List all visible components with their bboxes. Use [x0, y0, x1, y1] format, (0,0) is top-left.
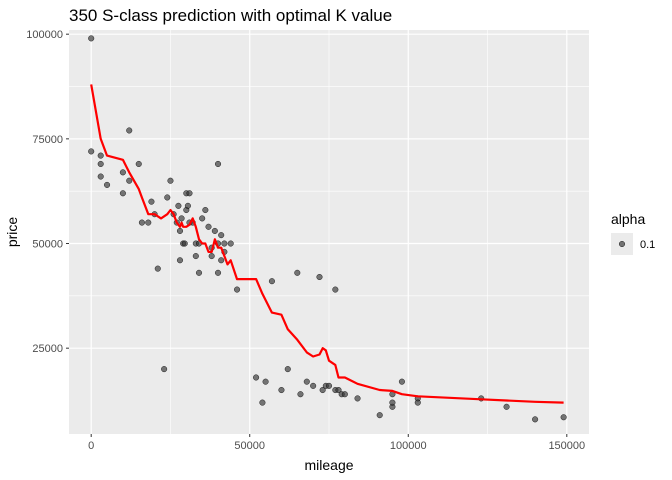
y-axis-ticks: 25000 50000 75000 100000: [26, 29, 69, 355]
legend-key-point: [619, 240, 626, 247]
data-point: [319, 387, 326, 394]
data-point: [164, 194, 171, 201]
data-point: [532, 416, 539, 423]
data-point: [161, 366, 168, 373]
data-point: [294, 269, 301, 276]
data-point: [167, 177, 174, 184]
data-point: [218, 232, 225, 239]
data-point: [503, 403, 510, 410]
data-point: [398, 378, 405, 385]
data-point: [195, 269, 202, 276]
data-point: [262, 378, 269, 385]
data-point: [211, 227, 218, 234]
legend-title: alpha: [611, 211, 645, 227]
data-point: [126, 177, 133, 184]
data-point: [205, 223, 212, 230]
y-tick-label: 50000: [32, 239, 63, 251]
data-point: [145, 219, 152, 226]
data-point: [138, 219, 145, 226]
data-point: [303, 378, 310, 385]
data-point: [259, 399, 266, 406]
x-tick-label: 50000: [234, 440, 265, 452]
data-point: [284, 366, 291, 373]
x-tick-label: 150000: [548, 440, 585, 452]
data-point: [218, 257, 225, 264]
data-point: [414, 399, 421, 406]
grid: [69, 30, 589, 434]
data-point: [192, 253, 199, 260]
data-point: [97, 152, 104, 159]
data-point: [221, 240, 228, 247]
data-point: [234, 286, 241, 293]
data-point: [97, 160, 104, 167]
data-point: [154, 265, 161, 272]
data-point: [148, 198, 155, 205]
data-point: [178, 215, 185, 222]
prediction-line: [90, 84, 564, 404]
data-point: [335, 387, 342, 394]
data-point: [126, 127, 133, 134]
data-point: [341, 391, 348, 398]
y-tick-label: 25000: [32, 343, 63, 355]
data-point: [176, 227, 183, 234]
x-axis-ticks: 0 50000 100000 150000: [88, 434, 585, 452]
data-point: [215, 269, 222, 276]
data-point: [310, 382, 317, 389]
x-axis-label: mileage: [304, 457, 353, 473]
data-point: [268, 278, 275, 285]
chart-title: 350 S-class prediction with optimal K va…: [69, 6, 392, 25]
data-point: [227, 240, 234, 247]
data-point: [176, 257, 183, 264]
data-point: [202, 207, 209, 214]
data-point: [104, 181, 111, 188]
data-point: [199, 215, 206, 222]
legend: alpha 0.1: [611, 211, 655, 255]
data-point: [88, 148, 95, 155]
data-point: [184, 202, 191, 209]
data-point: [316, 274, 323, 281]
x-tick-label: 0: [88, 440, 94, 452]
data-point: [332, 286, 339, 293]
x-tick-label: 100000: [390, 440, 427, 452]
data-point: [181, 240, 188, 247]
data-point: [278, 387, 285, 394]
data-point: [297, 391, 304, 398]
data-point: [119, 190, 126, 197]
data-point: [97, 173, 104, 180]
data-point: [253, 374, 260, 381]
data-point: [326, 382, 333, 389]
data-point: [208, 253, 215, 260]
data-point: [88, 35, 95, 42]
y-tick-label: 100000: [26, 29, 63, 41]
data-point: [186, 190, 193, 197]
data-point: [560, 414, 567, 421]
data-point: [175, 202, 182, 209]
data-point: [215, 160, 222, 167]
data-point: [135, 160, 142, 167]
data-point: [376, 412, 383, 419]
y-axis-label: price: [4, 217, 20, 248]
y-tick-label: 75000: [32, 134, 63, 146]
data-point: [389, 399, 396, 406]
legend-label: 0.1: [640, 239, 655, 251]
data-point: [119, 169, 126, 176]
data-point: [354, 395, 361, 402]
